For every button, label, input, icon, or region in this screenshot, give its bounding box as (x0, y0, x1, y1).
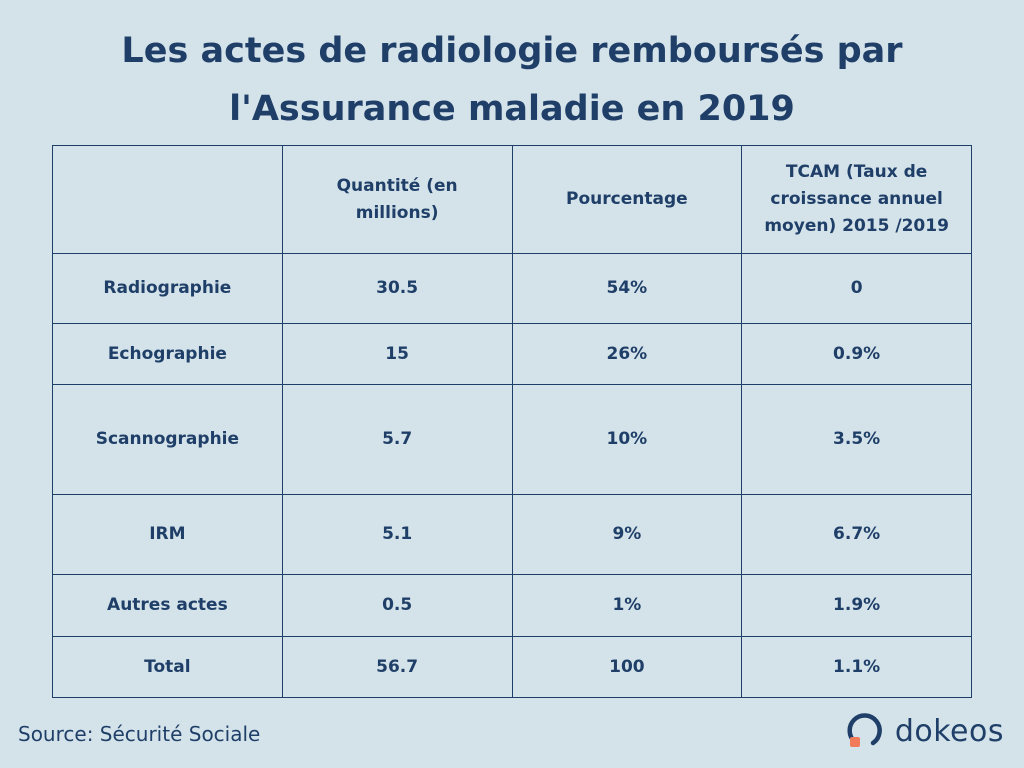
data-table: Quantité (en millions) Pourcentage TCAM … (52, 145, 972, 698)
table-row: Autres actes 0.5 1% 1.9% (52, 574, 972, 637)
header-cell (52, 145, 283, 254)
table-cell: 54% (511, 253, 743, 324)
table-cell: 0.9% (741, 323, 972, 385)
table-header-row: Quantité (en millions) Pourcentage TCAM … (52, 145, 972, 254)
title-line-2: l'Assurance maladie en 2019 (229, 89, 795, 129)
table-cell: 3.5% (741, 384, 972, 495)
table-cell: 56.7 (281, 636, 513, 698)
table-cell: 100 (511, 636, 743, 698)
title-line-1: Les actes de radiologie remboursés par (121, 31, 903, 71)
row-label: Radiographie (52, 253, 283, 324)
table-cell: 5.7 (281, 384, 513, 495)
row-label: Total (52, 636, 283, 698)
table-row: Radiographie 30.5 54% 0 (52, 253, 972, 324)
table-cell: 1.9% (741, 574, 972, 637)
table-cell: 26% (511, 323, 743, 385)
dokeos-logo: dokeos (845, 712, 1004, 750)
table-cell: 1.1% (741, 636, 972, 698)
table-cell: 30.5 (281, 253, 513, 324)
row-label: Autres actes (52, 574, 283, 637)
table-cell: 15 (281, 323, 513, 385)
header-cell: Quantité (en millions) (281, 145, 513, 254)
header-cell: Pourcentage (511, 145, 743, 254)
table-row: Scannographie 5.7 10% 3.5% (52, 384, 972, 495)
source-note: Source: Sécurité Sociale (18, 722, 261, 746)
dokeos-logo-icon (847, 713, 882, 747)
table-row: Echographie 15 26% 0.9% (52, 323, 972, 385)
logo-text: dokeos (894, 713, 1004, 749)
table-row: IRM 5.1 9% 6.7% (52, 494, 972, 575)
header-cell: TCAM (Taux de croissance annuel moyen) 2… (741, 145, 972, 254)
table-cell: 1% (511, 574, 743, 637)
table-cell: 0.5 (281, 574, 513, 637)
row-label: Scannographie (52, 384, 283, 495)
table-cell: 10% (511, 384, 743, 495)
row-label: IRM (52, 494, 283, 575)
table-cell: 6.7% (741, 494, 972, 575)
table-cell: 5.1 (281, 494, 513, 575)
table-cell: 9% (511, 494, 743, 575)
table-cell: 0 (741, 253, 972, 324)
row-label: Echographie (52, 323, 283, 385)
page-title: Les actes de radiologie remboursés par l… (0, 22, 1024, 138)
table-row-total: Total 56.7 100 1.1% (52, 636, 972, 698)
